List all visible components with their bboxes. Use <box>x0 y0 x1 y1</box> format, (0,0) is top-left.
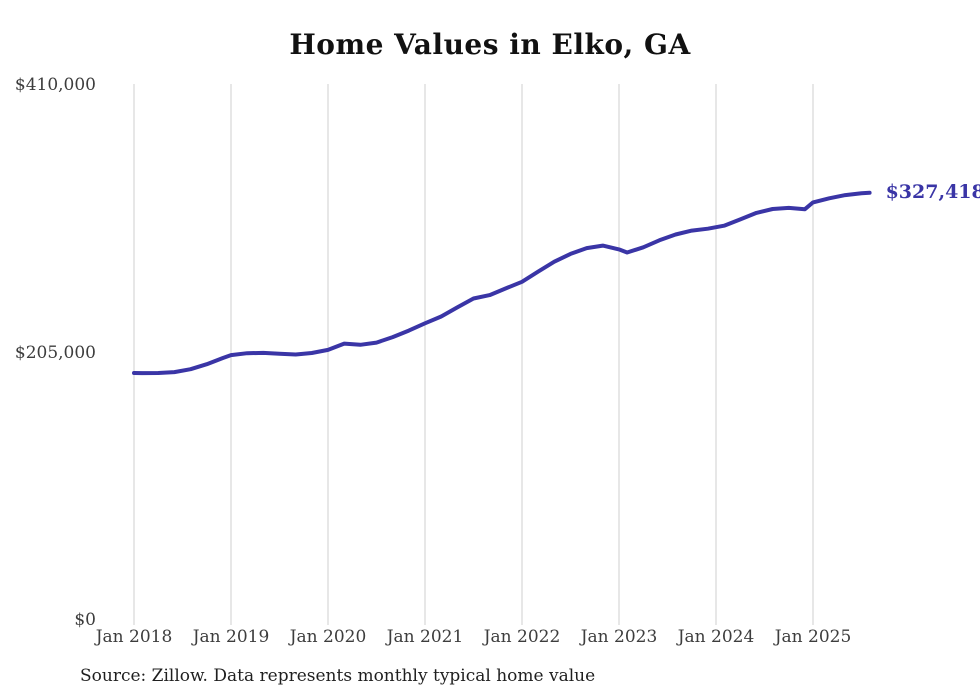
y-axis-tick-label: $205,000 <box>14 342 96 363</box>
home-value-line <box>132 190 872 376</box>
y-axis-tick-label: $0 <box>74 610 96 630</box>
x-axis-tick-label: Jan 2021 <box>386 627 464 647</box>
source-note: Source: Zillow. Data represents monthly … <box>80 666 596 686</box>
chart-title: Home Values in Elko, GA <box>289 28 691 61</box>
final-value-label: $327,418 <box>885 180 980 203</box>
x-axis-tick-label: Jan 2019 <box>192 627 270 647</box>
x-axis-tick-label: Jan 2020 <box>289 627 367 647</box>
x-axis-tick-label: Jan 2022 <box>483 627 561 647</box>
x-axis-tick-label: Jan 2023 <box>580 627 658 647</box>
x-axis-tick-label: Jan 2018 <box>95 627 173 647</box>
x-axis-tick-label: Jan 2024 <box>677 627 755 647</box>
x-axis-tick-label: Jan 2025 <box>774 627 852 647</box>
y-axis-tick-label: $410,000 <box>14 75 96 95</box>
